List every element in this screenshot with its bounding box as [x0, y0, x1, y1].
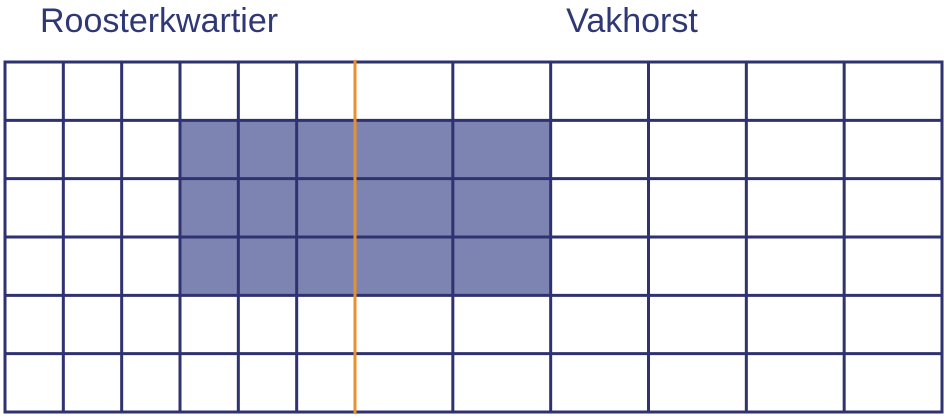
- grid-lines: [3, 60, 944, 414]
- left-label: Roosterkwartier: [40, 2, 278, 40]
- shaded-region: [180, 120, 550, 296]
- right-label: Vakhorst: [566, 2, 698, 40]
